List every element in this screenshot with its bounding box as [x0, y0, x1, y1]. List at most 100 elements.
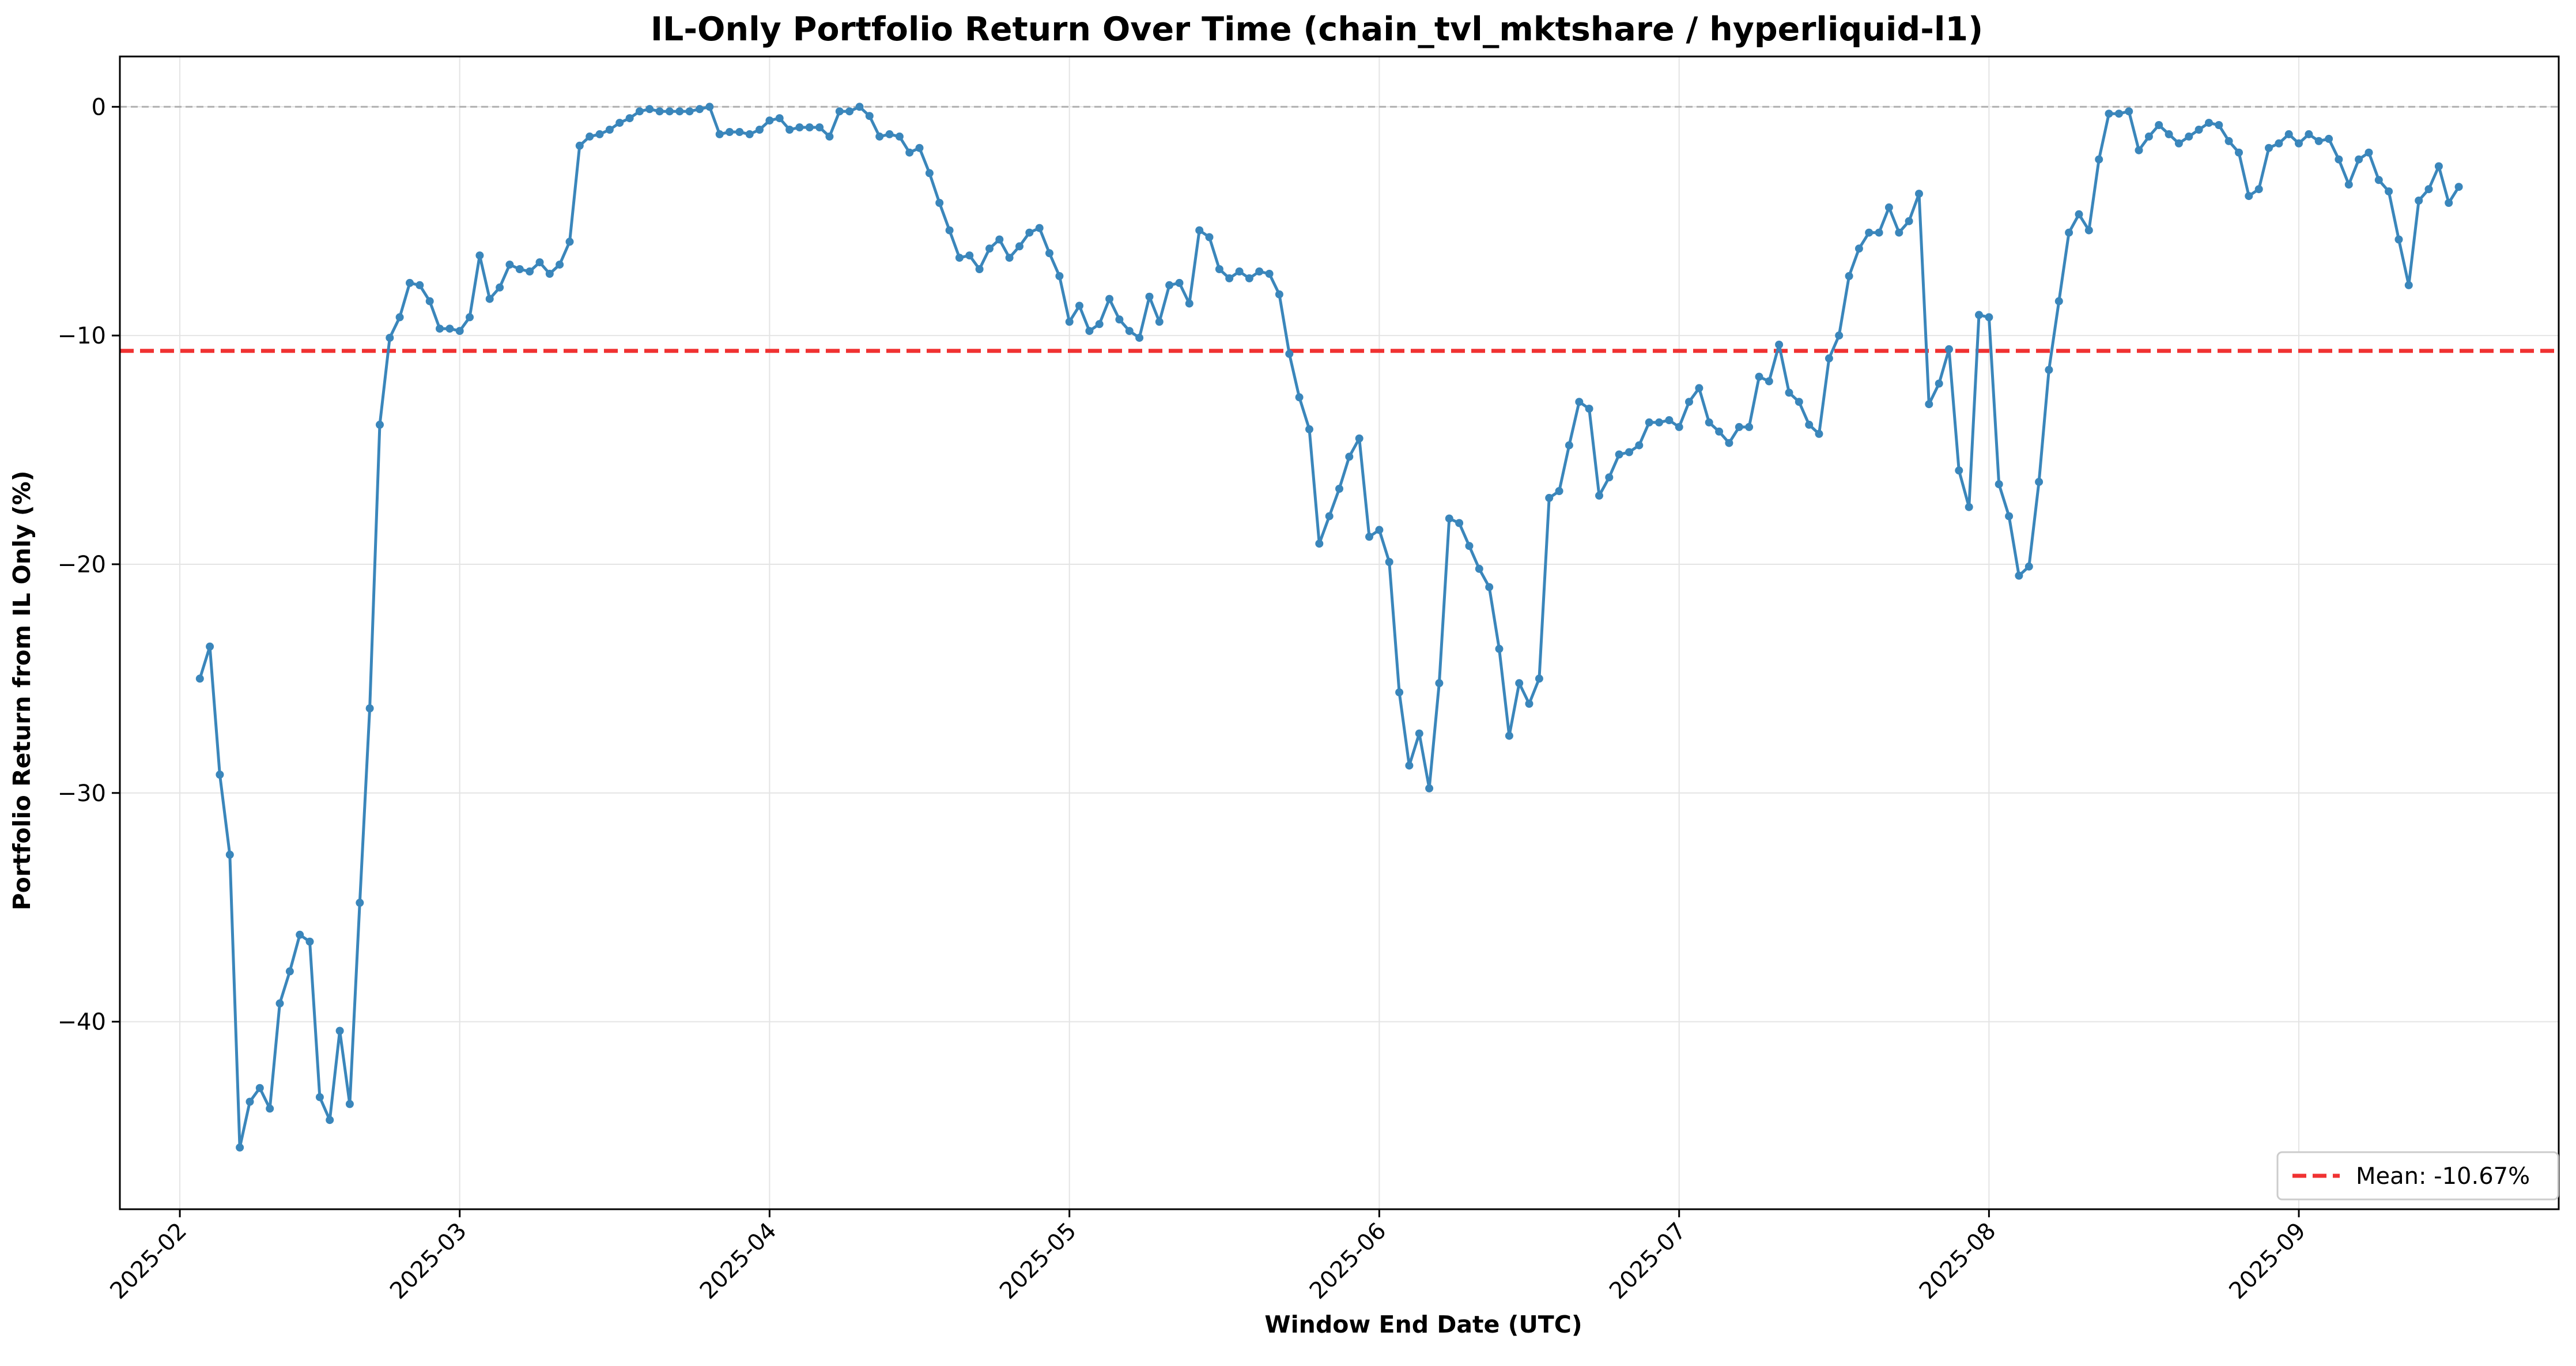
- data-point: [356, 899, 364, 907]
- data-point: [245, 1097, 254, 1106]
- data-point: [665, 107, 674, 116]
- data-point: [675, 107, 684, 116]
- data-point: [645, 105, 654, 114]
- data-point: [2424, 185, 2433, 194]
- data-point: [505, 261, 514, 269]
- data-point: [1805, 420, 1814, 429]
- data-point: [515, 265, 524, 273]
- data-point: [436, 324, 444, 333]
- data-point: [1535, 674, 1543, 683]
- data-point: [1905, 217, 1913, 225]
- y-tick-label: −20: [58, 552, 106, 578]
- data-point: [1105, 295, 1114, 303]
- data-point: [535, 258, 544, 267]
- data-point: [875, 132, 884, 141]
- data-point: [935, 199, 944, 207]
- data-point: [1295, 393, 1304, 402]
- data-point: [1015, 242, 1023, 251]
- data-point: [1305, 425, 1313, 433]
- data-point: [1545, 493, 1554, 502]
- data-point: [895, 132, 904, 141]
- data-point: [635, 107, 644, 116]
- data-point: [2284, 130, 2293, 138]
- data-point: [1665, 416, 1674, 424]
- data-point: [975, 265, 984, 273]
- data-point: [2254, 185, 2263, 194]
- data-point: [315, 1093, 324, 1101]
- data-point: [1125, 327, 1134, 335]
- data-point: [1525, 700, 1533, 708]
- data-point: [1565, 441, 1573, 450]
- data-point: [1075, 301, 1083, 310]
- data-point: [1265, 270, 1274, 278]
- data-point: [1055, 272, 1064, 280]
- data-point: [1035, 224, 1044, 232]
- data-point: [2065, 228, 2073, 237]
- data-point: [2365, 148, 2373, 157]
- data-point: [2385, 187, 2393, 196]
- data-point: [785, 126, 794, 134]
- data-point: [1575, 398, 1584, 406]
- data-point: [206, 642, 214, 651]
- data-point: [455, 327, 464, 335]
- data-point: [1135, 334, 1144, 342]
- data-point: [1505, 731, 1513, 740]
- data-point: [1635, 441, 1644, 450]
- data-point: [1255, 267, 1264, 276]
- data-point: [845, 107, 854, 116]
- data-point: [905, 148, 914, 157]
- legend: Mean: -10.67%: [2276, 1151, 2559, 1201]
- data-point: [1445, 514, 1453, 523]
- data-point: [485, 295, 494, 303]
- data-point: [775, 114, 784, 123]
- data-point: [1645, 418, 1653, 427]
- data-point: [2144, 132, 2153, 141]
- y-axis-label: Portfolio Return from IL Only (%): [8, 471, 36, 911]
- data-point: [1915, 190, 1923, 198]
- data-point: [1415, 729, 1423, 738]
- data-point: [1884, 203, 1893, 212]
- data-point: [1705, 418, 1713, 427]
- data-point: [1715, 427, 1724, 436]
- data-point: [1605, 473, 1614, 482]
- data-point: [1595, 491, 1603, 500]
- data-point: [2015, 571, 2023, 580]
- data-point: [1315, 539, 1324, 548]
- data-point: [2084, 226, 2093, 235]
- data-point: [1485, 583, 1494, 591]
- data-point: [2095, 155, 2103, 164]
- data-point: [1345, 452, 1354, 461]
- data-point: [1925, 400, 1933, 409]
- data-point: [2024, 562, 2033, 571]
- data-point: [1585, 405, 1593, 413]
- plot-frame: [119, 55, 2560, 1210]
- reference-lines: [120, 105, 2559, 353]
- data-point: [945, 226, 954, 235]
- data-point: [2305, 130, 2313, 138]
- data-point: [526, 267, 534, 276]
- data-point: [1005, 254, 1014, 262]
- data-point: [705, 103, 714, 111]
- data-point: [605, 126, 614, 134]
- data-point: [2105, 110, 2113, 118]
- data-point: [865, 112, 874, 120]
- data-point: [1275, 290, 1283, 299]
- data-point: [345, 1100, 354, 1108]
- data-point: [1865, 228, 1874, 237]
- data-point: [1625, 448, 1633, 456]
- data-point: [2205, 119, 2213, 127]
- data-point: [1215, 265, 1223, 273]
- data-point: [1235, 267, 1244, 276]
- data-point: [1085, 327, 1094, 335]
- data-point: [2394, 235, 2403, 244]
- x-axis-label: Window End Date (UTC): [1264, 1311, 1582, 1338]
- data-point: [2434, 162, 2443, 171]
- data-point: [2215, 121, 2223, 129]
- data-point: [2355, 155, 2363, 164]
- data-point: [225, 850, 234, 859]
- data-point: [1515, 679, 1524, 688]
- data-point: [195, 674, 204, 683]
- data-point: [925, 169, 934, 178]
- data-point: [715, 130, 724, 138]
